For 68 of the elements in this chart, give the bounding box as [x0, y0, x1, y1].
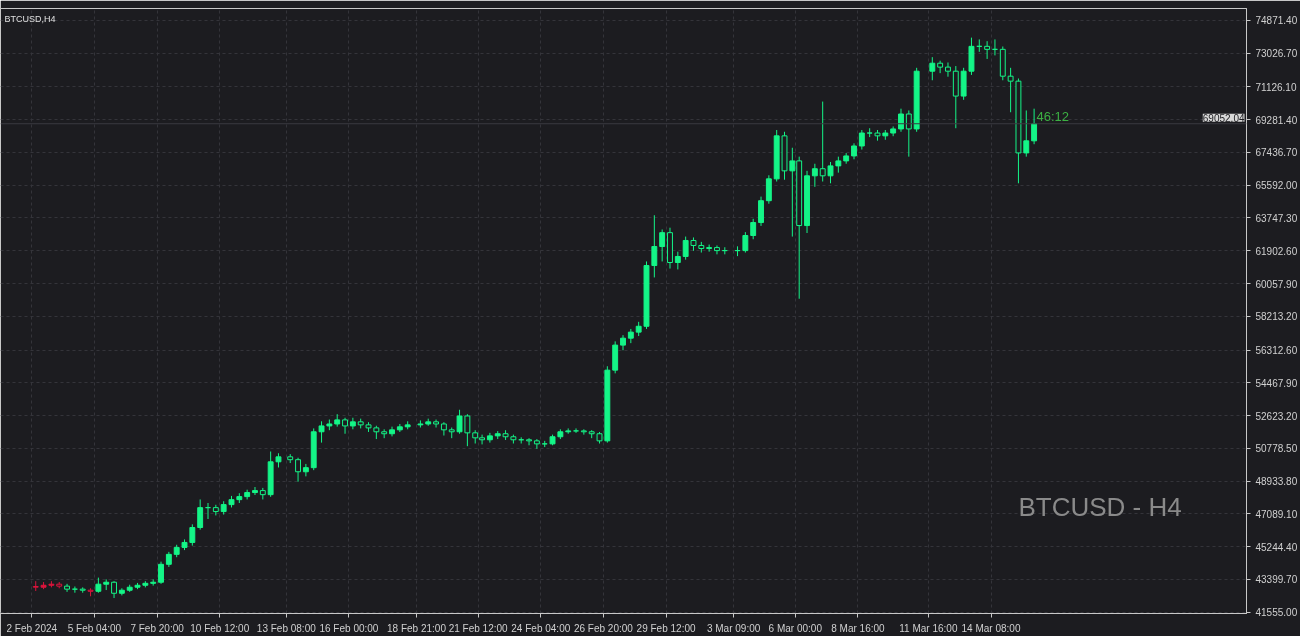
x-tick-label: 14 Mar 08:00 [961, 622, 1021, 634]
x-tick-label: 13 Feb 08:00 [256, 622, 317, 634]
candlestick [1031, 108, 1038, 145]
candlestick [486, 432, 493, 444]
candlestick [302, 463, 309, 477]
y-tick-label: 73026.70 [1255, 48, 1298, 60]
x-tick-label: 11 Mar 16:00 [899, 622, 958, 634]
candlestick [758, 196, 764, 227]
y-tick-label: 74871.40 [1255, 15, 1298, 27]
candlestick [714, 244, 720, 255]
y-tick-label: 60057.90 [1255, 278, 1298, 290]
x-tick-label: 7 Feb 20:00 [130, 622, 185, 634]
candlestick [905, 109, 912, 158]
y-tick-label: 47089.10 [1255, 508, 1298, 520]
candlestick [580, 428, 587, 436]
candlestick [1007, 67, 1014, 113]
candlestick [440, 421, 447, 437]
x-tick-label: 16 Feb 00:00 [319, 622, 379, 634]
candlestick [984, 40, 991, 60]
candlestick [526, 437, 532, 446]
y-tick-label: 48933.80 [1255, 476, 1298, 488]
candlestick [197, 498, 204, 531]
candlestick [158, 561, 164, 585]
y-tick-label: 65592.00 [1255, 180, 1298, 192]
candlestick [252, 486, 258, 496]
x-tick-label: 5 Feb 04:00 [67, 622, 122, 634]
candlestick [929, 56, 936, 81]
x-tick-label: 24 Feb 04:00 [511, 622, 571, 634]
y-tick-label: 71126.10 [1255, 81, 1297, 93]
candlestick [433, 419, 440, 429]
y-tick-label: 58213.20 [1255, 311, 1298, 323]
candlestick [620, 334, 626, 351]
annotation: 46:12 [1036, 108, 1070, 124]
x-tick-label: 10 Feb 12:00 [190, 622, 250, 634]
candlestick [811, 163, 818, 188]
candlestick [945, 62, 951, 78]
x-tick-label: 6 Mar 00:00 [768, 622, 823, 634]
text: BTCUSD,H4 [4, 13, 56, 24]
x-tick-label: 26 Feb 20:00 [573, 622, 634, 634]
x-tick-label: 2 Feb 2024 [6, 622, 58, 634]
y-tick-label: 54467.90 [1255, 377, 1298, 389]
candlestick [706, 244, 713, 253]
candlestick [937, 60, 944, 74]
candlestick [659, 228, 666, 262]
candlestick [858, 129, 865, 151]
y-tick-label: 67436.70 [1255, 147, 1298, 159]
y-tick-label: 56312.60 [1255, 345, 1298, 357]
annotation: BTCUSD - H4 [1018, 491, 1182, 522]
candlestick [295, 457, 301, 483]
y-tick-label: 50778.50 [1255, 443, 1298, 455]
y-tick-label: 45244.40 [1255, 541, 1298, 553]
candlestick [750, 218, 757, 240]
x-tick-label: 3 Mar 09:00 [706, 622, 761, 634]
x-tick-label: 18 Feb 21:00 [387, 622, 447, 634]
x-tick-label: 8 Mar 16:00 [831, 622, 886, 634]
y-tick-label: 61902.60 [1255, 245, 1298, 257]
y-tick-label: 43399.70 [1255, 574, 1298, 586]
x-tick-label: 21 Feb 12:00 [448, 622, 509, 634]
candlestick [742, 231, 749, 254]
y-tick-label: 52623.20 [1255, 410, 1298, 422]
candlestick [765, 174, 772, 205]
candlestick [533, 438, 540, 450]
x-tick-label: 29 Feb 12:00 [636, 622, 696, 634]
candlestick [342, 417, 348, 435]
y-tick-label: 41555.00 [1255, 607, 1298, 619]
y-tick-label: 63747.30 [1255, 212, 1298, 224]
y-tick-label: 69281.40 [1255, 114, 1298, 126]
ref-line-label: 69052.04 [1202, 112, 1245, 124]
